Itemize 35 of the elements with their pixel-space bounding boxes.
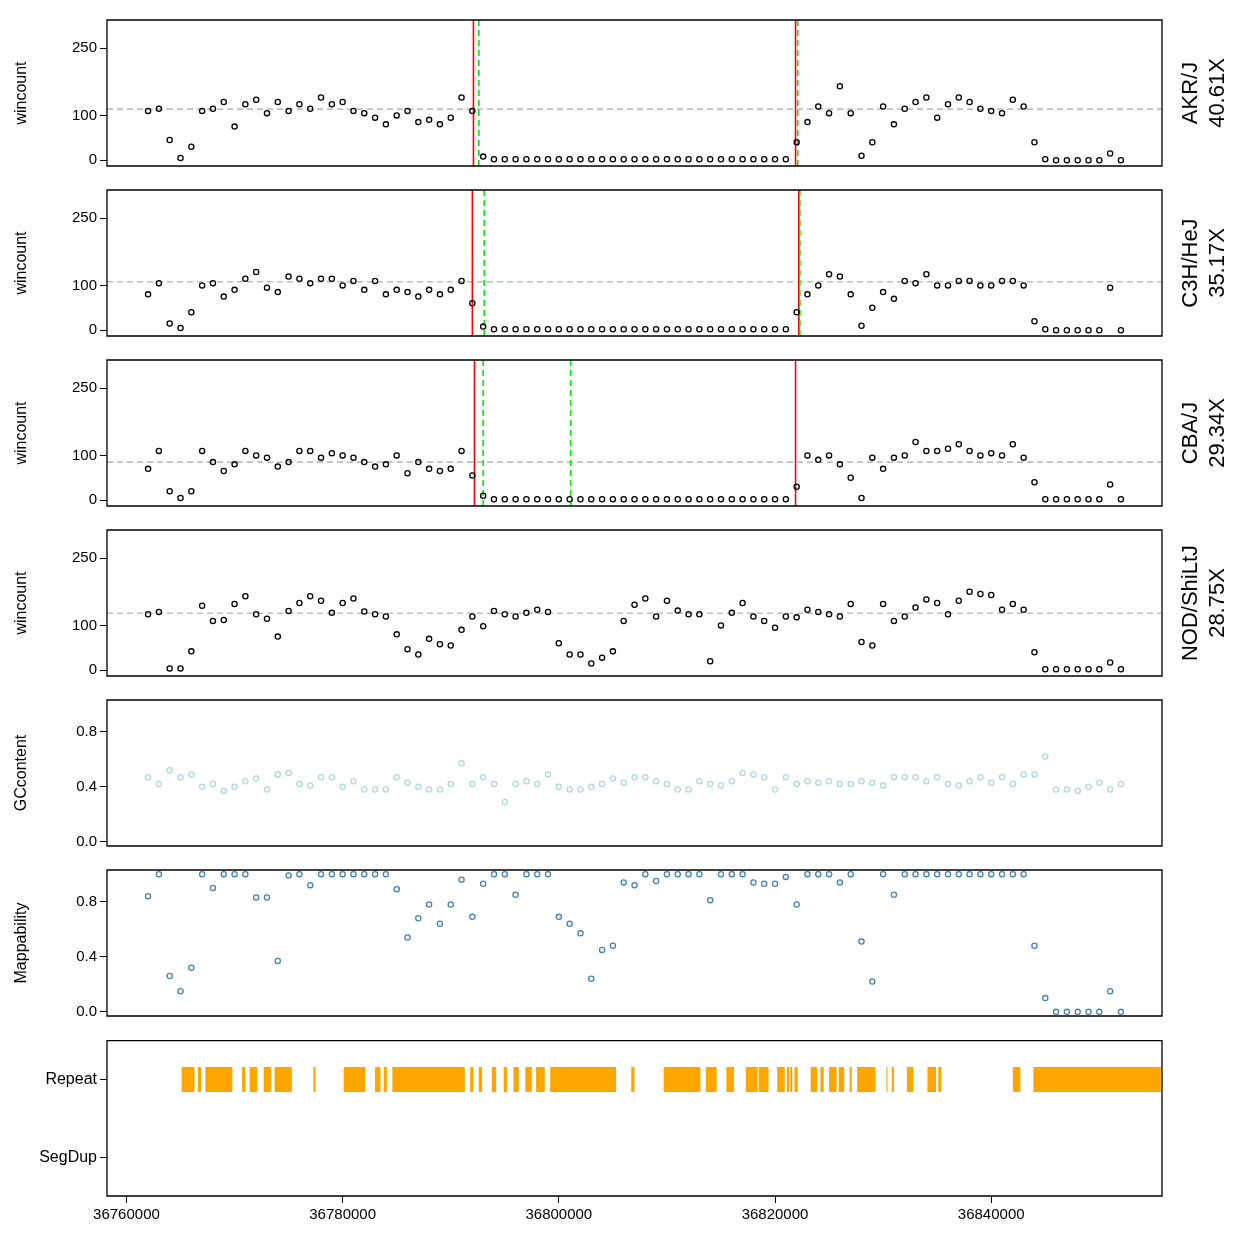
y-tick-label: 100	[71, 445, 97, 463]
y-tick-label: 0.4	[76, 776, 97, 794]
y-tick-label: 0.4	[76, 946, 97, 964]
y-axis-title: wincount	[12, 60, 30, 126]
y-tick-label: 250	[71, 208, 97, 226]
y-tick-label: 100	[71, 275, 97, 293]
y-axis-title: GCcontent	[12, 734, 30, 812]
y-tick-label: 0.8	[76, 721, 97, 739]
y-axis-title: wincount	[12, 570, 30, 636]
x-tick-label: 36780000	[309, 1205, 377, 1223]
y-axis-title: Mappability	[12, 902, 30, 984]
x-tick-label: 36800000	[525, 1205, 593, 1223]
y-tick-label: 0	[88, 490, 97, 508]
y-axis-title: wincount	[12, 400, 30, 466]
y-tick-label: 0.0	[76, 832, 97, 850]
y2-axis-title: CBA/J 29.34X	[1176, 397, 1229, 468]
y2-axis-title: AKR/J 40.61X	[1176, 57, 1229, 128]
y-tick-label: 0	[88, 150, 97, 168]
y-tick-label: 100	[71, 615, 97, 633]
y2-axis-title: C3H/HeJ 35.17X	[1176, 218, 1229, 308]
y2-axis-title: NOD/ShiLtJ 28.75X	[1176, 544, 1229, 662]
y-tick-label: 0	[88, 660, 97, 678]
x-tick-label: 36820000	[741, 1205, 809, 1223]
y-tick-label: 100	[71, 105, 97, 123]
y-tick-label: 0.8	[76, 891, 97, 909]
y-axis-title: wincount	[12, 230, 30, 296]
y-tick-label: Repeat	[45, 1069, 98, 1087]
x-tick-label: 36840000	[957, 1205, 1025, 1223]
y-tick-label: 250	[71, 548, 97, 566]
y-tick-label: 0	[88, 320, 97, 338]
y-tick-label: 250	[71, 378, 97, 396]
y-tick-label: SegDup	[39, 1147, 98, 1165]
y-tick-label: 250	[71, 38, 97, 56]
x-tick-label: 36760000	[93, 1205, 160, 1223]
y-tick-label: 0.0	[76, 1002, 97, 1020]
